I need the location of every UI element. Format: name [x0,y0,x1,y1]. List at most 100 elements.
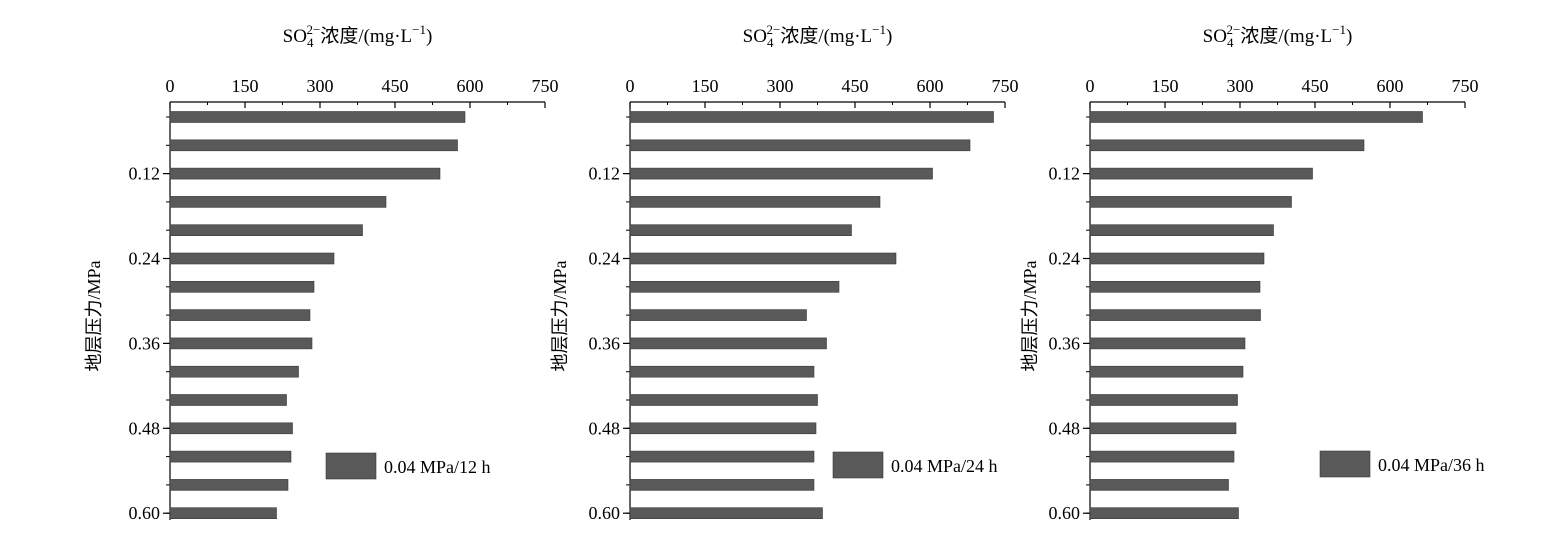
bar [1089,280,1261,293]
y-axis-label: 地层压力/MPa [84,260,104,371]
legend-swatch [1319,450,1371,478]
y-axis-label: 地层压力/MPa [550,260,570,371]
bar [1089,450,1235,463]
chart-title-title-sup: 2− [766,22,780,37]
legend-label: 0.04 MPa/24 h [891,456,998,476]
chart-title: SO42−浓度/(mg·L−1) [743,22,893,50]
bar [1089,139,1365,152]
x-tick-label: 600 [1377,76,1404,96]
bar [169,422,293,435]
bar [1089,111,1423,123]
y-tick-label: 0.24 [1049,249,1081,269]
bar [629,111,994,123]
y-tick-label: 0.24 [129,249,161,269]
legend: 0.04 MPa/36 h [1319,450,1485,478]
x-tick-label: 300 [1227,76,1254,96]
chart-title-title-close: ) [886,26,892,47]
bar [629,224,852,236]
bar [169,507,277,520]
legend: 0.04 MPa/24 h [832,451,998,479]
x-tick-label: 150 [1152,76,1179,96]
bar [1089,422,1237,435]
bar [629,337,827,350]
bar [169,139,458,152]
y-tick-label: 0.36 [1049,333,1081,353]
y-tick-label: 0.12 [589,164,621,184]
bar [629,167,933,180]
chart-title-title-unit-sup: −1 [1332,22,1346,37]
chart-panel-2: SO42−浓度/(mg·L−1) 0 150 300 450 600 750 0.12 0.24… [550,22,1019,523]
chart-title: SO42−浓度/(mg·L−1) [1203,22,1353,50]
y-tick-label: 0.36 [129,333,161,353]
bar [169,252,335,265]
x-tick-label: 150 [692,76,719,96]
legend: 0.04 MPa/12 h [325,452,491,480]
x-tick-label: 450 [382,76,409,96]
chart-title-title-sup: 2− [1226,22,1240,37]
y-axis-label: 地层压力/MPa [1020,260,1040,371]
y-tick-label: 0.48 [1049,418,1081,438]
bar [629,365,815,378]
bar [169,167,441,180]
chart-title-title-base: SO [283,26,307,47]
bar [1089,167,1313,180]
bar [629,280,840,293]
bar [1089,337,1246,350]
y-tick-label: 0.36 [589,333,621,353]
bar [629,394,818,406]
bar [629,196,881,208]
chart-title-title-base: SO [1203,26,1227,47]
bar [169,394,287,406]
bar [629,450,815,463]
bar [169,196,387,208]
chart-title-title-sup: 2− [306,22,320,37]
x-tick-label: 600 [917,76,944,96]
legend-label: 0.04 MPa/12 h [384,457,491,477]
chart-title-title-sub: 4 [1227,35,1234,50]
bar [629,479,815,491]
y-tick-label: 0.60 [1049,503,1081,523]
chart-panel-1: SO42−浓度/(mg·L−1) 0 150 300 450 600 750 0.12 0.24… [84,22,559,523]
y-tick-label: 0.12 [1049,164,1081,184]
bar [1089,394,1238,406]
x-tick-label: 750 [532,76,559,96]
bar [1089,224,1274,236]
x-tick-label: 450 [1302,76,1329,96]
legend-swatch [832,451,884,479]
x-tick-label: 750 [992,76,1019,96]
y-tick-label: 0.48 [589,418,621,438]
chart-title-title-sub: 4 [307,35,314,50]
chart-panel-3: SO42−浓度/(mg·L−1) 0 150 300 450 600 750 0.12 0.24… [1020,22,1485,523]
y-tick-label: 0.24 [589,249,621,269]
y-tick-label: 0.60 [129,503,161,523]
x-tick-label: 450 [842,76,869,96]
bar [629,309,807,321]
bar [629,422,817,435]
bar [169,224,363,236]
chart-title-title-rest: 浓度/(mg·L [320,25,412,47]
x-tick-label: 300 [307,76,334,96]
chart-title-title-unit-sup: −1 [412,22,426,37]
x-tick-label: 150 [232,76,259,96]
bar [169,450,292,463]
y-tick-label: 0.12 [129,164,161,184]
bar [169,280,315,293]
bar [629,139,971,152]
chart-title-title-close: ) [1346,26,1352,47]
chart-title-title-rest: 浓度/(mg·L [1240,25,1332,47]
legend-swatch [325,452,377,480]
chart-title-title-base: SO [743,26,767,47]
y-tick-label: 0.48 [129,418,161,438]
bar [1089,507,1239,520]
x-tick-label: 750 [1452,76,1479,96]
chart-title-title-unit-sup: −1 [872,22,886,37]
x-tick-label: 0 [1086,76,1095,96]
x-tick-label: 0 [626,76,635,96]
bar [169,111,466,123]
x-tick-label: 600 [457,76,484,96]
bar [169,479,289,491]
legend-label: 0.04 MPa/36 h [1378,455,1485,475]
bar [169,365,299,378]
chart-title-title-rest: 浓度/(mg·L [780,25,872,47]
